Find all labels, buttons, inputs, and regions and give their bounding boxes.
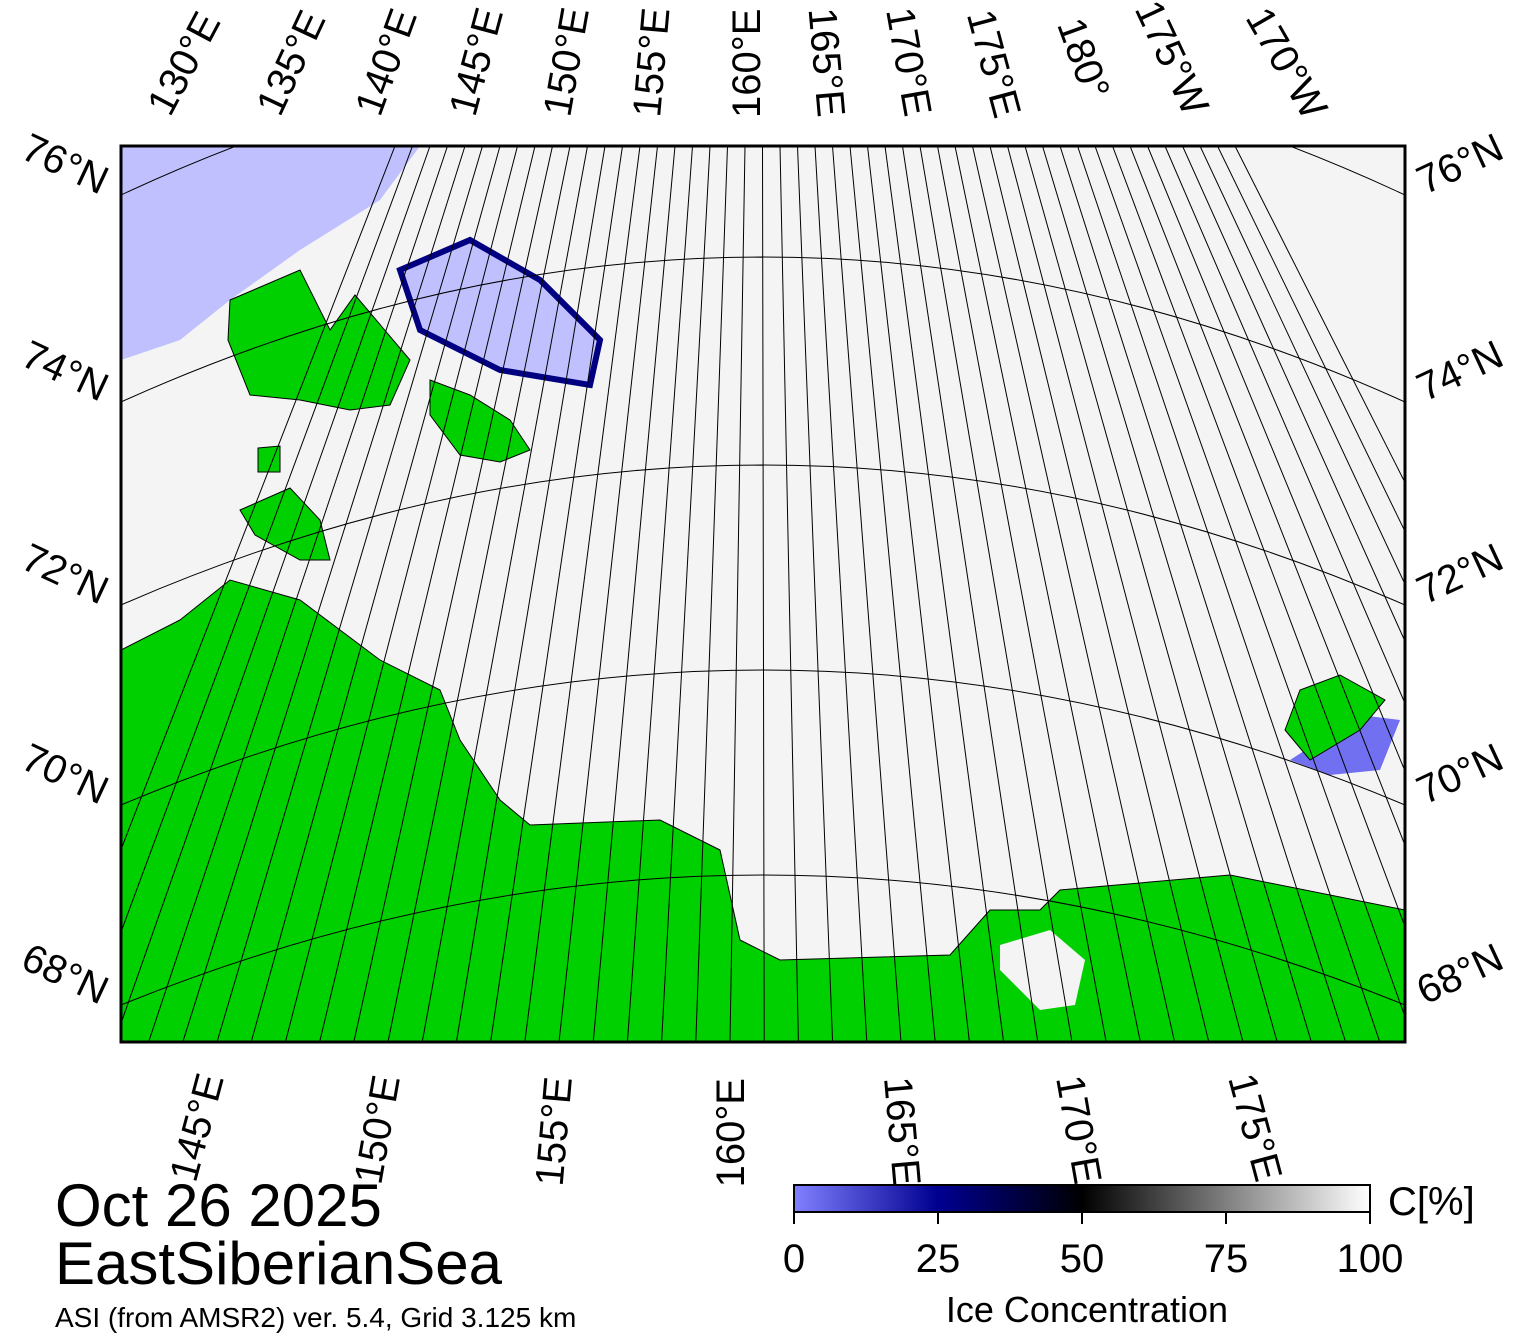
region: EastSiberianSea: [55, 1230, 503, 1297]
source: ASI (from AMSR2) ver. 5.4, Grid 3.125 km: [55, 1302, 576, 1333]
lon-label: 155°E: [528, 1075, 581, 1188]
lon-label: 175°E: [1219, 1069, 1290, 1186]
colorbar-tick-label: 75: [1204, 1237, 1249, 1281]
lat-label: 72°N: [15, 536, 115, 614]
lon-label: 160°E: [709, 1078, 753, 1187]
lon-label: 155°E: [625, 6, 678, 119]
lon-label: 165°E: [799, 6, 852, 119]
lon-label: 180°: [1048, 12, 1118, 105]
lon-label: 140°E: [347, 3, 426, 121]
colorbar-tick-label: 50: [1060, 1237, 1105, 1281]
lat-label: 74°N: [15, 333, 115, 411]
lon-label: 160°E: [725, 9, 769, 118]
lat-label: 68°N: [15, 936, 115, 1014]
colorbar-tick-label: 100: [1337, 1237, 1404, 1281]
colorbar-tick-label: 25: [916, 1237, 961, 1281]
lon-label: 145°E: [162, 1069, 233, 1186]
lat-label: 72°N: [1410, 536, 1510, 614]
lon-label: 130°E: [139, 5, 229, 122]
lat-label: 76°N: [15, 126, 115, 204]
colorbar-label: Ice Concentration: [946, 1289, 1228, 1330]
lon-label: 175°E: [958, 5, 1029, 122]
lon-label: 135°E: [248, 4, 334, 122]
lat-label: 74°N: [1410, 333, 1510, 411]
lat-label: 70°N: [15, 736, 115, 814]
date: Oct 26 2025: [55, 1172, 382, 1239]
lon-label: 175°W: [1126, 0, 1217, 122]
colorbar: [794, 1185, 1370, 1212]
lon-label: 150°E: [536, 4, 598, 119]
colorbar-tick-label: 0: [783, 1237, 805, 1281]
lon-label: 150°E: [347, 1072, 409, 1187]
lat-label: 68°N: [1410, 936, 1510, 1014]
lat-label: 70°N: [1410, 736, 1510, 814]
lon-label: 170°W: [1237, 0, 1335, 127]
lon-label: 145°E: [441, 3, 512, 120]
lat-label: 76°N: [1410, 126, 1510, 204]
colorbar-unit: C[%]: [1388, 1180, 1475, 1224]
lon-label: 165°E: [875, 1075, 928, 1188]
map: [46, 45, 1527, 1042]
lon-label: 170°E: [1047, 1072, 1109, 1187]
lon-label: 170°E: [877, 4, 939, 119]
